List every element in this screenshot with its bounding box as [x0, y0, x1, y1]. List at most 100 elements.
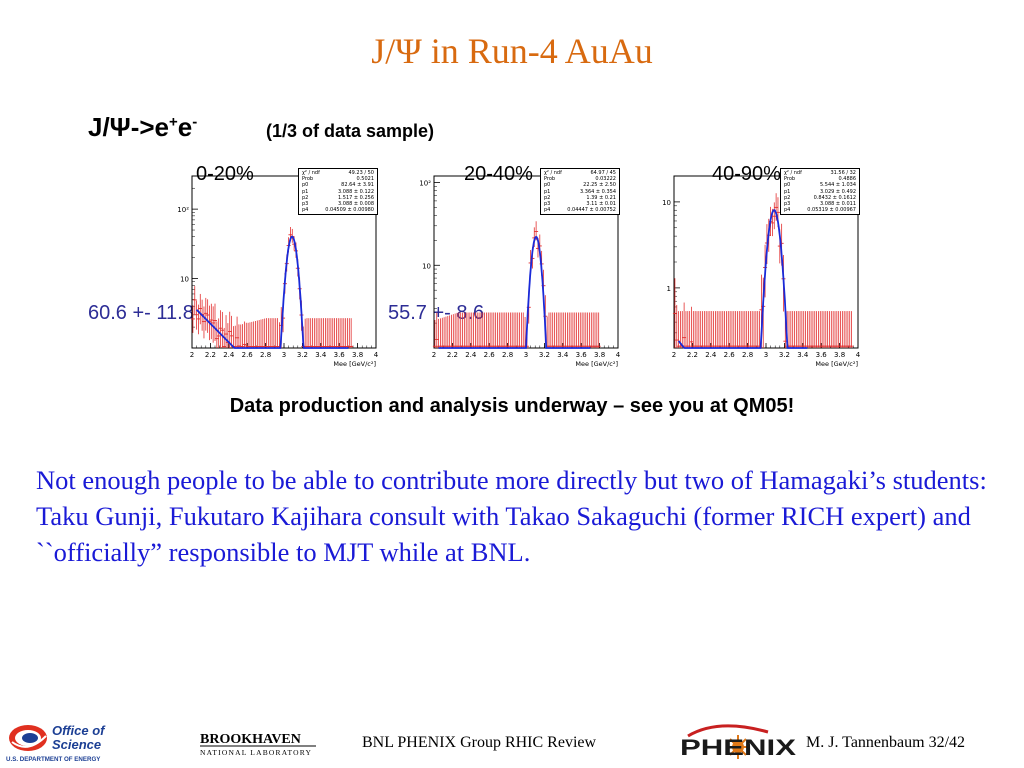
data-point: [328, 318, 333, 348]
x-tick-label: 3: [524, 351, 528, 359]
data-point: [812, 311, 817, 348]
data-point: [445, 316, 450, 348]
fit-stats-row: p2 0.8432 ± 0.1612: [784, 195, 856, 201]
fit-stats-row: Prob 0.4886: [784, 176, 856, 182]
x-tick-label: 2.8: [260, 351, 271, 359]
data-point: [718, 311, 723, 348]
data-point: [477, 312, 482, 348]
x-tick-label: 2.2: [687, 351, 698, 359]
data-point: [493, 312, 498, 348]
fit-param-name: χ² / ndf: [544, 170, 562, 176]
data-point: [792, 311, 797, 348]
x-tick-label: 2.8: [502, 351, 513, 359]
data-point: [552, 312, 557, 348]
data-point: [330, 318, 335, 348]
fit-param-name: p3: [544, 201, 551, 208]
data-point: [455, 312, 459, 348]
data-point: [213, 303, 217, 341]
data-point: [319, 318, 324, 348]
data-point: [462, 312, 467, 348]
data-point: [687, 311, 692, 348]
fit-param-name: p1: [784, 188, 791, 195]
fit-stats-row: Prob 0.03222: [544, 176, 616, 182]
data-point: [432, 320, 437, 348]
data-point: [508, 312, 513, 348]
data-point: [336, 318, 341, 348]
fit-param-value: 3.088 ± 0.011: [820, 201, 856, 208]
fit-stats-row: χ² / ndf 49.23 / 50: [302, 170, 374, 176]
fit-stats-box: χ² / ndf 31.56 / 32 Prob 0.4886 p0 5.544 ± 1.…: [780, 168, 860, 216]
y-tick-label: 1: [667, 285, 671, 293]
data-point: [264, 318, 269, 348]
data-point: [512, 312, 517, 348]
data-point: [510, 312, 515, 348]
fit-stats-row: p0 5.544 ± 1.034: [784, 182, 856, 188]
data-point: [449, 314, 454, 348]
x-tick-label: 4: [374, 351, 379, 359]
fit-stats-box: χ² / ndf 64.97 / 45 Prob 0.03222 p0 22.25 ± 2…: [540, 168, 620, 216]
data-point: [737, 311, 742, 348]
data-point: [576, 312, 581, 348]
data-point: [816, 311, 821, 348]
data-point: [341, 318, 346, 348]
data-point: [218, 310, 223, 348]
fit-param-name: p1: [302, 188, 309, 195]
data-point: [698, 311, 703, 348]
data-point: [838, 311, 843, 348]
data-point: [491, 312, 496, 348]
fit-param-value: 5.544 ± 1.034: [820, 182, 856, 189]
data-point: [521, 312, 526, 348]
data-point: [547, 312, 551, 348]
data-point: [436, 318, 441, 348]
data-point: [750, 311, 755, 348]
data-point: [270, 318, 275, 348]
fit-param-name: p1: [544, 188, 551, 195]
fit-param-name: p0: [302, 182, 309, 189]
fit-stats-row: Prob 0.5021: [302, 176, 374, 182]
data-point: [829, 311, 834, 348]
data-point: [235, 316, 240, 348]
body-paragraph: Not enough people to be able to contribu…: [36, 465, 987, 567]
x-tick-label: 3.6: [816, 351, 828, 359]
data-point: [581, 312, 586, 348]
data-point: [814, 311, 819, 348]
data-point: [198, 293, 203, 325]
data-point: [733, 311, 738, 348]
fit-param-value: 64.97 / 45: [590, 170, 616, 176]
x-tick-label: 3.6: [334, 351, 346, 359]
data-point: [596, 312, 601, 348]
footer-reference: BNL PHENIX Group RHIC Review: [362, 734, 597, 751]
data-point: [305, 318, 309, 348]
data-point: [323, 318, 328, 348]
data-point: [593, 312, 597, 348]
data-point: [796, 311, 801, 348]
slide-title: J/Ψ in Run-4 AuAu: [371, 31, 653, 71]
data-point: [519, 312, 524, 348]
data-point: [794, 311, 799, 348]
data-point: [744, 311, 749, 348]
status-statement: Data production and analysis underway – …: [229, 395, 795, 417]
data-point: [840, 311, 845, 348]
data-point: [275, 318, 280, 348]
fit-param-value: 3.364 ± 0.354: [580, 188, 616, 195]
x-tick-label: 2.4: [465, 351, 477, 359]
data-point: [842, 311, 847, 348]
fit-stats-row: p1 3.364 ± 0.354: [544, 189, 616, 195]
data-point: [211, 306, 216, 343]
data-point: [214, 321, 219, 348]
data-point: [469, 312, 474, 348]
data-point: [720, 311, 725, 348]
data-point: [253, 320, 258, 348]
x-tick-label: 3.2: [779, 351, 790, 359]
data-point: [803, 311, 808, 348]
data-point: [799, 311, 804, 348]
data-point: [810, 311, 815, 348]
fit-param-value: 0.5021: [356, 176, 375, 183]
y-tick-label: 10²: [177, 206, 189, 214]
x-tick-label: 3: [282, 351, 286, 359]
data-point: [220, 311, 225, 348]
data-point: [478, 312, 483, 348]
x-tick-label: 2: [672, 351, 676, 359]
data-point: [334, 318, 339, 348]
